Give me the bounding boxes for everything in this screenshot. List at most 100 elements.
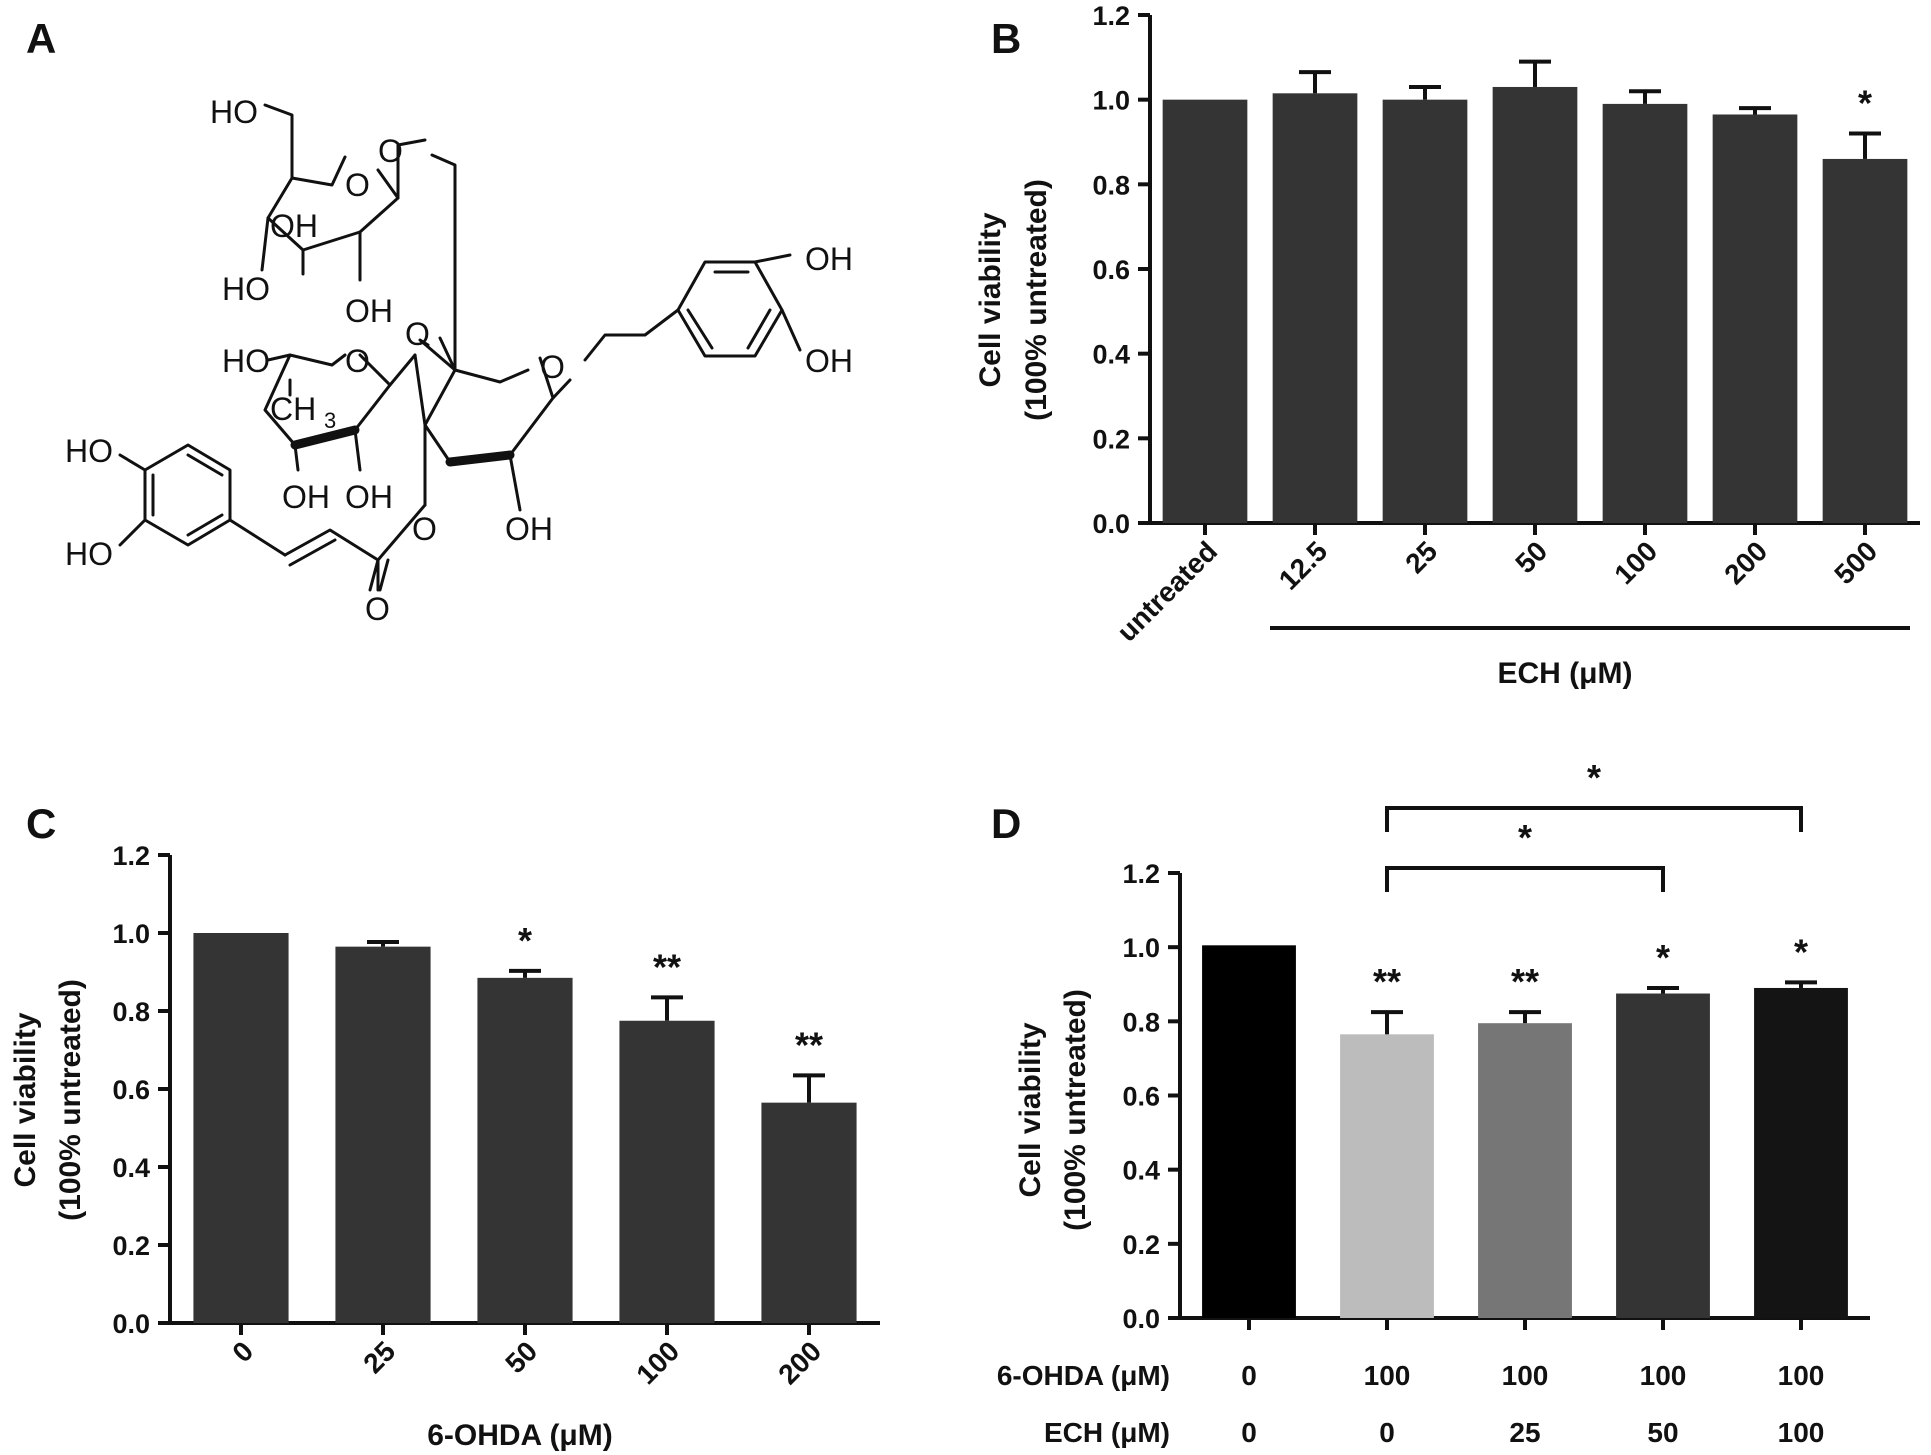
atom-label: OH (345, 293, 393, 329)
panel-c-chart: 0.0 0.2 0.4 0.6 0.8 1.0 1.2 0 25 * 50 ** 100 ** 200 Ce… (9, 841, 880, 1452)
bar (193, 933, 289, 1323)
y-tick-label: 0.6 (1092, 255, 1130, 285)
y-tick-label: 1.0 (112, 919, 150, 949)
y-tick-label: 1.2 (1122, 859, 1160, 889)
atom-label: OH (345, 479, 393, 515)
left-catechol-vinyl (228, 518, 287, 557)
y-tick-label: 0.2 (1122, 1230, 1160, 1260)
panel-b-chart: 0.0 0.2 0.4 0.6 0.8 1.0 1.2 untreated 12.5 25 50 10… (974, 1, 1920, 690)
significance-marker: * (1858, 83, 1872, 124)
x-tick-label: 25 (1399, 535, 1443, 579)
bar (1712, 114, 1798, 523)
x-tick-label: 0 (226, 1335, 259, 1368)
row-value: 0 (1379, 1417, 1395, 1448)
ester-carbonyl (368, 558, 390, 592)
x-tick-label: 200 (772, 1335, 827, 1390)
panel-c-ylabel-line2: (100% untreated) (54, 979, 87, 1221)
atom-label: HO (222, 343, 270, 379)
y-tick-label: 0.8 (1092, 170, 1130, 200)
right-catechol-inner (686, 270, 772, 350)
atom-label: O (405, 316, 430, 352)
row-value: 50 (1647, 1417, 1678, 1448)
panel-c-plot: 0.0 0.2 0.4 0.6 0.8 1.0 1.2 0 25 * 50 ** 100 ** 200 (112, 841, 880, 1390)
upper-sugar-ch2oh (263, 103, 294, 180)
bar (1382, 99, 1468, 524)
y-tick-label: 1.2 (1092, 1, 1130, 31)
panel-d-ylabel-line1: Cell viability (1014, 1022, 1047, 1197)
panel-d-ylabel-line2: (100% untreated) (1059, 989, 1092, 1231)
y-tick-label: 1.0 (1122, 933, 1160, 963)
row-value: 100 (1778, 1360, 1825, 1391)
atom-label: CH (270, 391, 316, 427)
bracket-significance: * (1587, 757, 1601, 798)
atom-label: OH (805, 343, 853, 379)
y-tick-label: 1.0 (1092, 86, 1130, 116)
alkene (283, 528, 380, 567)
upper-sugar-ring (266, 155, 400, 252)
row-value: 100 (1640, 1360, 1687, 1391)
y-tick-label: 0.2 (112, 1231, 150, 1261)
y-tick-label: 0.6 (112, 1075, 150, 1105)
significance-marker: * (518, 920, 532, 961)
panel-d-row-label-6ohda: 6-OHDA (μM) (997, 1360, 1170, 1391)
left-catechol-oh2 (118, 518, 147, 547)
bar (1822, 158, 1908, 523)
atom-label: O (365, 591, 390, 627)
atom-label: OH (505, 511, 553, 547)
row-value: 100 (1502, 1360, 1549, 1391)
y-tick-label: 0.4 (1122, 1156, 1160, 1186)
significance-marker: ** (1511, 961, 1539, 1002)
significance-marker: * (1656, 937, 1670, 978)
bracket-significance: * (1518, 817, 1532, 858)
bar (1754, 987, 1848, 1318)
x-tick-label: 25 (357, 1335, 401, 1379)
y-tick-label: 0.0 (1122, 1304, 1160, 1334)
y-tick-label: 0.4 (112, 1153, 150, 1183)
x-tick-label: 12.5 (1273, 535, 1333, 595)
x-tick-label: untreated (1111, 535, 1223, 647)
y-tick-label: 0.2 (1092, 424, 1130, 454)
comparison-bracket (1385, 806, 1803, 832)
bar (1492, 86, 1578, 523)
x-tick-label: 100 (1608, 535, 1663, 590)
x-tick-label: 100 (630, 1335, 685, 1390)
row-value: 0 (1241, 1360, 1257, 1391)
bar (1602, 103, 1688, 524)
atom-label: HO (65, 433, 113, 469)
rhamnose-oh-ho (266, 353, 292, 362)
panel-b-ylabel-line1: Cell viability (974, 212, 1007, 387)
right-catechol-ring (676, 260, 784, 358)
bar (619, 1020, 715, 1323)
y-tick-label: 0.0 (1092, 509, 1130, 539)
panel-d-chart: 0.00.20.40.60.81.01.2** *** *0 100 100 100 100… (997, 757, 1870, 1448)
panel-letter-d: D (991, 800, 1021, 847)
panel-b-group-label: ECH (μM) (1498, 657, 1633, 690)
left-catechol-ring (143, 443, 232, 547)
bar (1616, 993, 1710, 1318)
bar (1162, 99, 1248, 524)
bar (477, 977, 573, 1323)
panel-letter-b: B (991, 15, 1021, 62)
panel-b-plot: 0.0 0.2 0.4 0.6 0.8 1.0 1.2 untreated 12.5 25 50 10… (1092, 1, 1920, 647)
bar (761, 1102, 857, 1323)
bar (1340, 1034, 1434, 1318)
left-catechol-inner (151, 453, 224, 537)
x-tick-label: 500 (1828, 535, 1883, 590)
row-value: 100 (1364, 1360, 1411, 1391)
right-catechol-oh1 (753, 253, 792, 264)
bar (335, 946, 431, 1323)
panel-c-xlabel: 6-OHDA (μM) (427, 1419, 613, 1452)
upper-sugar-link (396, 138, 457, 372)
x-tick-label: 50 (1509, 535, 1553, 579)
panel-letter-c: C (26, 800, 56, 847)
atom-label: OH (805, 241, 853, 277)
y-tick-label: 0.4 (1092, 340, 1130, 370)
bar (1478, 1023, 1572, 1318)
bar (1272, 93, 1358, 524)
glucose-ring (418, 336, 457, 372)
atom-labels: HO O OH HO OH O OH OH HO O O CH 3 HO OH … (65, 94, 853, 627)
atom-label: HO (222, 271, 270, 307)
significance-marker: * (1794, 931, 1808, 972)
comparison-bracket (1385, 866, 1665, 892)
